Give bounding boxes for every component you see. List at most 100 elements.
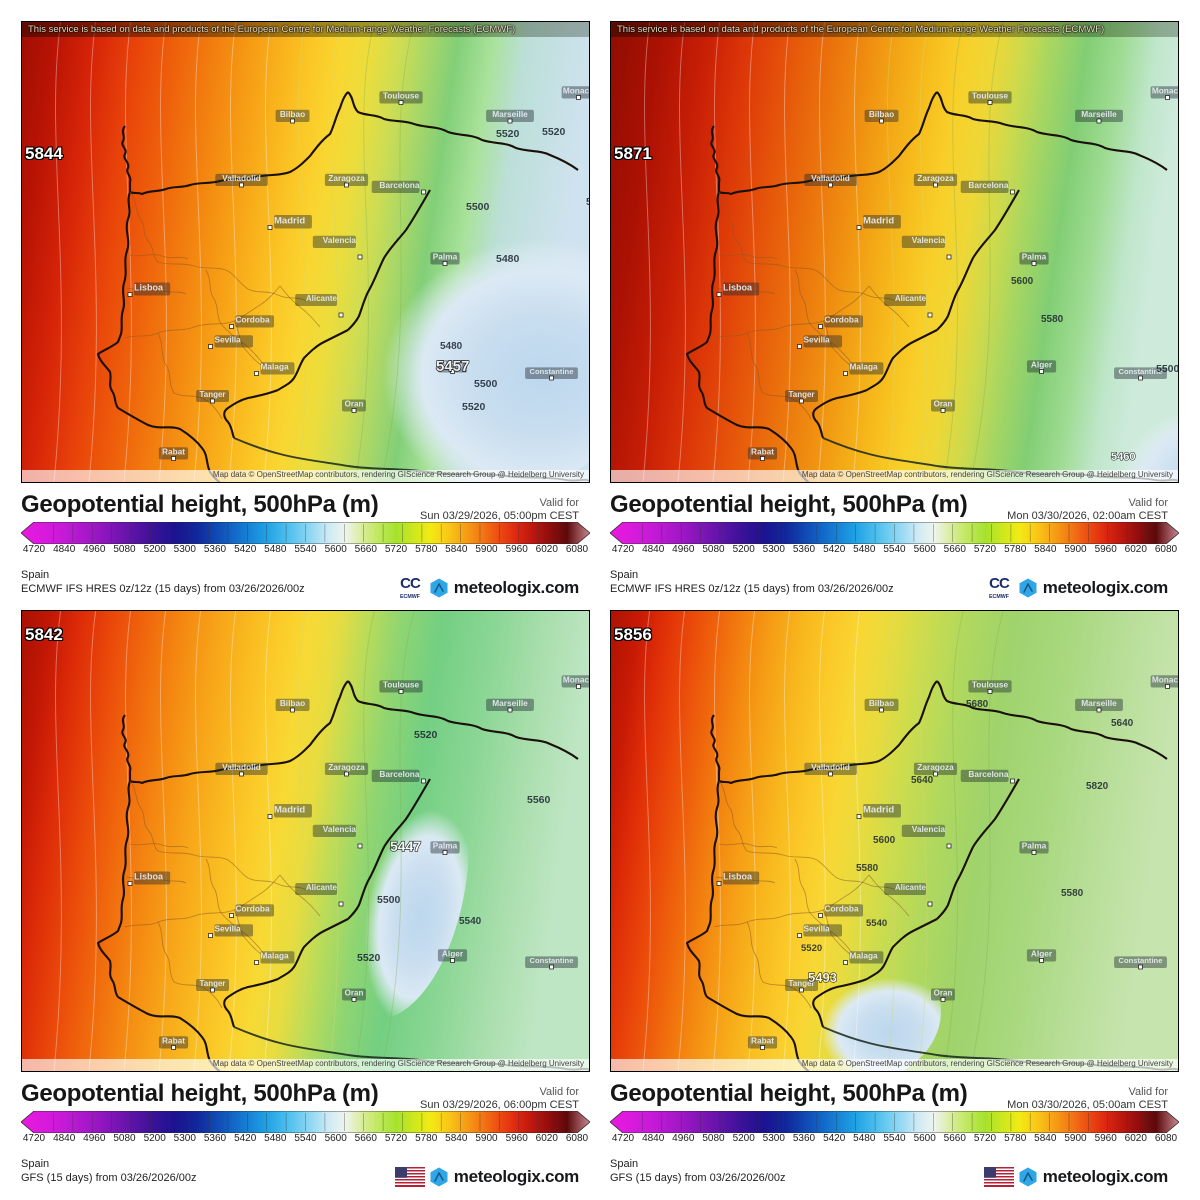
svg-text:Oran: Oran	[345, 400, 364, 409]
svg-text:5480: 5480	[496, 253, 520, 265]
svg-text:5500: 5500	[466, 201, 490, 213]
svg-text:Barcelona: Barcelona	[968, 769, 1009, 779]
svg-text:5520: 5520	[357, 952, 381, 964]
svg-text:Valencia: Valencia	[912, 824, 946, 834]
svg-text:Monaco: Monaco	[563, 675, 590, 685]
svg-text:Marseille: Marseille	[1081, 698, 1117, 708]
svg-text:Valladolid: Valladolid	[222, 762, 261, 772]
svg-text:Alger: Alger	[442, 949, 464, 959]
svg-text:Monaco: Monaco	[1152, 675, 1179, 685]
svg-text:5500: 5500	[474, 378, 498, 390]
svg-text:Zaragoza: Zaragoza	[917, 173, 954, 183]
svg-text:Oran: Oran	[345, 989, 364, 998]
svg-text:Zaragoza: Zaragoza	[328, 173, 365, 183]
svg-text:Oran: Oran	[934, 989, 953, 998]
svg-text:Lisboa: Lisboa	[723, 872, 753, 882]
svg-text:5540: 5540	[459, 916, 482, 927]
svg-text:Valencia: Valencia	[912, 235, 946, 245]
svg-text:Malaga: Malaga	[850, 362, 879, 372]
svg-text:5500: 5500	[1156, 363, 1179, 375]
svg-text:5560: 5560	[527, 794, 551, 806]
svg-text:5460: 5460	[1111, 451, 1135, 463]
svg-text:Palma: Palma	[1022, 841, 1047, 851]
svg-text:Bilbao: Bilbao	[280, 698, 305, 708]
svg-text:Valladolid: Valladolid	[811, 762, 850, 772]
svg-text:Sevilla: Sevilla	[215, 924, 242, 934]
svg-text:Valencia: Valencia	[323, 235, 357, 245]
svg-text:Marseille: Marseille	[492, 109, 528, 119]
svg-text:5520: 5520	[801, 943, 822, 954]
svg-text:Alicante: Alicante	[895, 883, 927, 892]
svg-text:Tanger: Tanger	[199, 979, 225, 988]
svg-text:Sevilla: Sevilla	[804, 924, 831, 934]
svg-text:Tanger: Tanger	[788, 390, 814, 399]
svg-text:5447: 5447	[390, 838, 421, 854]
svg-text:5680: 5680	[966, 699, 989, 710]
svg-text:Bilbao: Bilbao	[869, 109, 894, 119]
svg-text:5640: 5640	[1111, 718, 1134, 729]
svg-text:Alger: Alger	[1031, 360, 1053, 370]
svg-text:Toulouse: Toulouse	[972, 91, 1009, 101]
svg-text:Bilbao: Bilbao	[869, 698, 894, 708]
svg-text:5520: 5520	[462, 401, 486, 413]
svg-text:Tanger: Tanger	[199, 390, 225, 399]
svg-text:5457: 5457	[436, 358, 469, 375]
svg-text:5540: 5540	[866, 918, 887, 929]
svg-text:Malaga: Malaga	[261, 951, 290, 961]
svg-text:5580: 5580	[856, 863, 879, 874]
svg-text:Alger: Alger	[1031, 949, 1053, 959]
svg-text:Monaco: Monaco	[563, 86, 590, 96]
svg-text:Palma: Palma	[433, 252, 458, 262]
svg-text:Valladolid: Valladolid	[222, 173, 261, 183]
svg-text:Marseille: Marseille	[492, 698, 528, 708]
svg-text:Alicante: Alicante	[895, 294, 927, 303]
svg-text:Monaco: Monaco	[1152, 86, 1179, 96]
svg-text:Bilbao: Bilbao	[280, 109, 305, 119]
svg-text:Marseille: Marseille	[1081, 109, 1117, 119]
svg-text:Sevilla: Sevilla	[215, 335, 242, 345]
svg-text:Alicante: Alicante	[306, 294, 338, 303]
svg-text:Sevilla: Sevilla	[804, 335, 831, 345]
svg-text:5640: 5640	[911, 775, 934, 786]
svg-text:Toulouse: Toulouse	[972, 680, 1009, 690]
svg-text:5500: 5500	[377, 894, 401, 906]
svg-text:Constantine: Constantine	[1119, 956, 1163, 965]
svg-text:Cordoba: Cordoba	[236, 904, 270, 914]
svg-text:Toulouse: Toulouse	[383, 680, 420, 690]
svg-text:5580: 5580	[1061, 888, 1084, 899]
svg-text:Cordoba: Cordoba	[825, 315, 859, 325]
svg-text:5600: 5600	[873, 835, 896, 846]
svg-text:Rabat: Rabat	[162, 447, 185, 457]
svg-text:5520: 5520	[414, 729, 438, 741]
svg-text:Cordoba: Cordoba	[236, 315, 270, 325]
svg-text:Rabat: Rabat	[751, 1036, 774, 1046]
svg-text:Barcelona: Barcelona	[379, 769, 420, 779]
svg-text:Barcelona: Barcelona	[968, 180, 1009, 190]
svg-text:Constantine: Constantine	[530, 956, 574, 965]
svg-text:Lisboa: Lisboa	[134, 872, 164, 882]
svg-text:Malaga: Malaga	[850, 951, 879, 961]
svg-text:5520: 5520	[496, 128, 520, 140]
svg-text:Toulouse: Toulouse	[383, 91, 420, 101]
svg-text:Barcelona: Barcelona	[379, 180, 420, 190]
svg-text:Valladolid: Valladolid	[811, 173, 850, 183]
svg-text:5493: 5493	[808, 970, 837, 985]
svg-text:Cordoba: Cordoba	[825, 904, 859, 914]
svg-text:Lisboa: Lisboa	[723, 283, 753, 293]
svg-text:Valencia: Valencia	[323, 824, 357, 834]
svg-text:5480: 5480	[440, 341, 463, 352]
svg-text:Palma: Palma	[1022, 252, 1047, 262]
svg-text:Zaragoza: Zaragoza	[328, 762, 365, 772]
svg-text:Madrid: Madrid	[274, 805, 305, 816]
svg-text:Madrid: Madrid	[863, 216, 894, 227]
svg-text:Madrid: Madrid	[863, 805, 894, 816]
svg-text:5820: 5820	[1086, 781, 1109, 792]
svg-text:Rabat: Rabat	[162, 1036, 185, 1046]
svg-text:Zaragoza: Zaragoza	[917, 762, 954, 772]
svg-text:Malaga: Malaga	[261, 362, 290, 372]
svg-text:Palma: Palma	[433, 841, 458, 851]
svg-text:5520: 5520	[542, 126, 566, 138]
svg-text:Alicante: Alicante	[306, 883, 338, 892]
svg-text:Rabat: Rabat	[751, 447, 774, 457]
svg-text:Oran: Oran	[934, 400, 953, 409]
